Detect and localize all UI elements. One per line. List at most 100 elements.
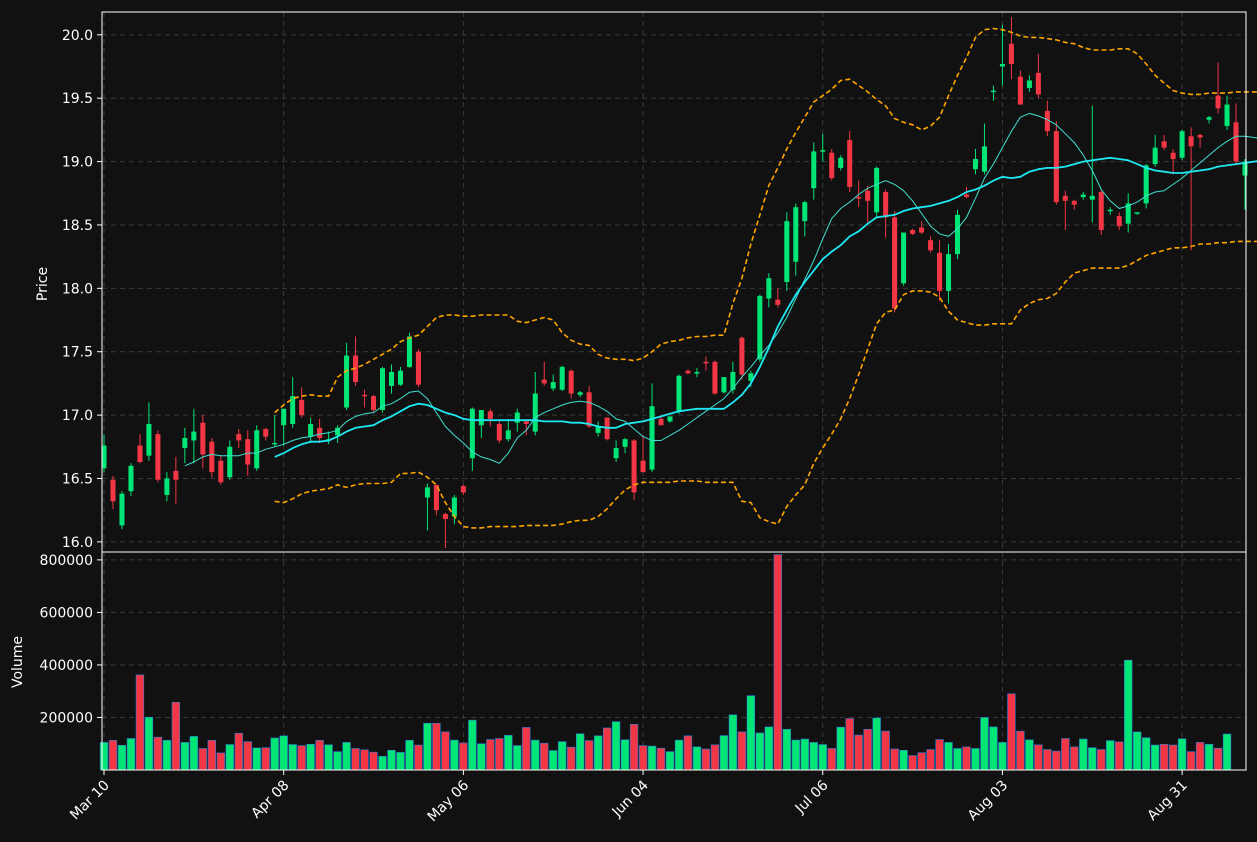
volume-bar [324, 744, 333, 771]
candle-body [245, 439, 251, 465]
volume-bar [683, 735, 693, 771]
volume-bar [845, 718, 854, 771]
price-gridlines [102, 12, 1246, 552]
candle-body [793, 207, 799, 262]
volume-bar [468, 719, 477, 771]
volume-bar [126, 738, 136, 771]
volume-bar [1106, 740, 1115, 771]
volume-bar [836, 726, 845, 771]
candle-body [892, 217, 898, 309]
volume-bar [234, 732, 243, 771]
price-tick-label: 17.5 [62, 345, 93, 361]
candle-body [972, 159, 978, 170]
candle-body [568, 370, 574, 394]
price-axis-label: Price [35, 267, 51, 301]
volume-bar [791, 739, 800, 771]
candle-body [883, 192, 889, 218]
volume-bar [540, 742, 549, 771]
candle-body [694, 372, 700, 374]
volume-bar [872, 717, 881, 771]
volume-bar [863, 728, 872, 771]
volume-bar [1052, 750, 1061, 771]
volume-tick-label: 800000 [40, 553, 93, 569]
volume-bar [584, 740, 594, 771]
candle-body [712, 361, 718, 394]
volume-bar [360, 749, 369, 771]
volume-bar [1213, 747, 1223, 771]
candle-body [1188, 136, 1194, 147]
candle-body [505, 430, 511, 440]
volume-bar [315, 740, 324, 771]
volume-bar [611, 721, 621, 771]
price-tick-label: 18.5 [62, 218, 93, 234]
volume-bar [1133, 731, 1142, 771]
candle-body [550, 382, 556, 389]
candle-body [865, 190, 871, 201]
candle-body [946, 254, 952, 291]
volume-bar [306, 743, 315, 771]
volume-bar [270, 737, 279, 771]
candle-body [910, 230, 916, 234]
volume-bar [773, 554, 782, 771]
volume-bar [1088, 747, 1097, 771]
volume-bar [567, 746, 576, 771]
volume-bar [602, 727, 612, 771]
volume-bar [351, 748, 360, 771]
candle-body [1071, 200, 1077, 205]
volume-bar [728, 714, 738, 771]
candle-body [990, 90, 996, 93]
volume-bar [135, 674, 145, 771]
volume-bar [189, 736, 199, 771]
candle-body [981, 146, 987, 172]
volume-bar [207, 740, 216, 771]
volume-bar [656, 747, 666, 771]
volume-panel-frame [101, 551, 1247, 771]
candle-body [1053, 131, 1059, 203]
candle-body [460, 486, 466, 493]
volume-bar [225, 744, 234, 771]
candle-body [119, 493, 125, 526]
volume-bar [809, 742, 818, 771]
volume-bar [279, 735, 288, 771]
volume-bar [162, 740, 172, 771]
candle-body [290, 396, 296, 424]
volume-bar [558, 741, 567, 771]
candle-body [451, 497, 457, 517]
candle-body [335, 427, 341, 436]
volume-bar [1079, 738, 1088, 771]
volume-bar [1070, 746, 1079, 771]
candle-body [676, 375, 682, 412]
volume-bar [953, 748, 962, 771]
volume-bar [1142, 737, 1151, 771]
volume-bar [971, 748, 980, 771]
sma-fast-line [184, 112, 1257, 467]
candle-body [101, 445, 107, 469]
volume-bar [576, 733, 585, 771]
volume-bar [504, 735, 513, 771]
candle-body [317, 427, 323, 438]
candle-body [811, 151, 817, 189]
volume-bar [917, 752, 926, 771]
sma-20-line [274, 156, 1257, 458]
candle-body [937, 252, 943, 291]
volume-bar [755, 732, 765, 771]
candle-body [1017, 76, 1023, 105]
volume-bar [99, 742, 109, 771]
volume-bar [818, 744, 827, 771]
volume-bar [1159, 743, 1169, 771]
candle-body [1035, 72, 1041, 95]
volume-bar [297, 745, 306, 771]
candle-body [236, 434, 242, 441]
volume-bar [108, 740, 118, 771]
volume-tick-label: 400000 [40, 658, 93, 674]
candle-body [254, 430, 260, 469]
candle-body [1179, 131, 1185, 158]
volume-bar [441, 731, 450, 771]
volume-bar [665, 751, 675, 771]
candle-body [1134, 212, 1140, 214]
candle-body [308, 423, 314, 437]
candle-body [1008, 43, 1014, 64]
volume-bar [998, 742, 1007, 771]
volume-axis-ticks: 200000 400000 600000 800000 [40, 553, 102, 726]
volume-bar [522, 727, 531, 771]
